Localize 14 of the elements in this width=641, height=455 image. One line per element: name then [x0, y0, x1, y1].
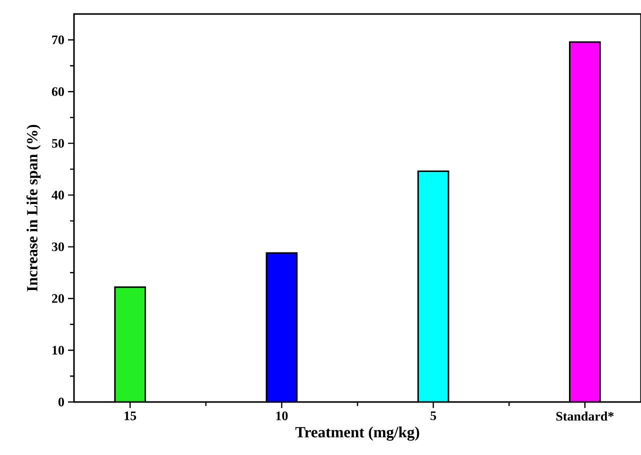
x-tick-label: 15 [124, 412, 136, 420]
y-tick-label: 10 [52, 346, 64, 355]
y-tick-label: 40 [52, 190, 64, 200]
x-tick-label: 5 [430, 412, 436, 420]
y-tick-label: 70 [52, 35, 64, 44]
y-tick-label: 20 [52, 294, 64, 303]
y-tick-label: 60 [52, 87, 64, 96]
x-tick-label: Standard* [556, 412, 614, 421]
y-tick-label: 50 [52, 138, 64, 148]
y-tick-label: 30 [52, 242, 64, 252]
y-axis-title: Increase in Life span (%) [26, 124, 41, 292]
x-axis-title: Treatment (mg/kg) [295, 426, 420, 441]
y-tick-label: 0 [58, 398, 64, 406]
x-tick-label: 10 [276, 412, 288, 420]
